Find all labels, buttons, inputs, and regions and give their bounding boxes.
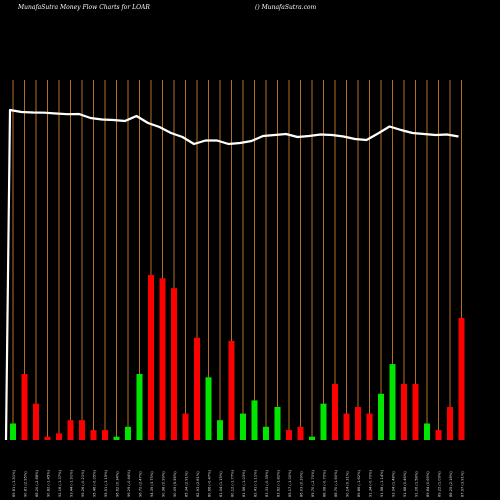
bar-38 xyxy=(447,407,453,440)
bar-0 xyxy=(10,423,16,440)
x-tick-label-3: 90.82 (-1.45%) xyxy=(47,469,51,497)
x-tick-label-13: 90.98 (0.99%) xyxy=(162,471,166,497)
bar-34 xyxy=(401,383,407,440)
money-flow-line xyxy=(4,108,459,441)
x-tick-label-10: 96.29 (-0.44%) xyxy=(127,469,131,497)
bar-11 xyxy=(136,374,143,440)
bar-7 xyxy=(90,430,97,440)
bar-13 xyxy=(159,278,166,440)
bar-18 xyxy=(217,420,223,440)
x-tick-label-21: 82.41 (-1.11%) xyxy=(254,469,258,497)
x-tick-label-26: 85.70 (-2.70%) xyxy=(311,469,315,497)
x-tick-label-28: 88.70 (-1.60%) xyxy=(334,469,338,497)
x-tick-label-27: 88.08 (-0.70%) xyxy=(323,469,327,497)
bar-4 xyxy=(56,433,62,440)
x-tick-label-34: 91.68 (0.46%) xyxy=(403,471,407,497)
bar-21 xyxy=(251,400,258,440)
bar-6 xyxy=(79,420,85,440)
x-tick-label-9: 96.62 (0.34%) xyxy=(116,471,120,497)
bar-37 xyxy=(435,430,442,440)
x-tick-label-8: 95.51 (-1.15%) xyxy=(104,469,108,497)
bar-31 xyxy=(366,413,373,440)
x-tick-label-30: 89.86 (-1.62%) xyxy=(357,469,361,497)
x-tick-label-12: 94.39 (3.75%) xyxy=(150,471,154,497)
bar-22 xyxy=(263,426,269,440)
x-tick-label-33: 93.04 (1.48%) xyxy=(392,471,396,497)
x-tick-label-0: 89.81 (-1.51%) xyxy=(12,469,16,497)
x-tick-label-20: 81.56 (-1.03%) xyxy=(242,469,246,497)
bar-35 xyxy=(412,383,419,440)
bar-39 xyxy=(458,317,465,440)
bar-9 xyxy=(113,436,120,440)
x-tick-label-36: 89.84 (0.69%) xyxy=(426,471,430,497)
bar-2 xyxy=(33,403,39,440)
x-tick-label-22: 83.33 (-0.35%) xyxy=(265,469,269,497)
x-tick-label-37: 89.22 (1.09%) xyxy=(438,471,442,497)
bar-15 xyxy=(182,413,189,440)
bar-8 xyxy=(102,430,108,440)
bar-28 xyxy=(332,383,338,440)
x-tick-label-35: 91.26 (1.58%) xyxy=(415,471,419,497)
x-tick-label-39: 87.97 (3.91%) xyxy=(461,471,465,497)
x-tick-label-38: 88.25 (2.18%) xyxy=(449,471,453,497)
bar-36 xyxy=(424,423,430,440)
x-tick-label-25: 86.03 (0.39%) xyxy=(300,471,304,497)
x-tick-label-19: 80.12 (-1.77%) xyxy=(231,469,235,497)
x-tick-label-1: 90.81 (2.95%) xyxy=(24,471,28,497)
bar-32 xyxy=(378,393,384,440)
x-tick-label-29: 90.14 (0.31%) xyxy=(346,471,350,497)
x-tick-label-16: 82.93 (2.81%) xyxy=(196,471,200,497)
bar-33 xyxy=(389,364,396,440)
bar-16 xyxy=(194,337,200,440)
bar-14 xyxy=(171,288,177,440)
chart-title: MunafaSutra Money Flow Charts for LOAR xyxy=(18,4,150,11)
x-tick-label-6: 95.26 (-0.21%) xyxy=(81,469,85,497)
bar-10 xyxy=(125,426,131,440)
x-tick-label-18: 81.04 (1.15%) xyxy=(219,471,223,497)
x-tick-label-14: 90.09 (5.56%) xyxy=(173,471,177,497)
x-tick-label-17: 80.66 (-0.47%) xyxy=(208,469,212,497)
x-tick-label-31: 91.34 (-0.70%) xyxy=(369,469,373,497)
x-tick-label-24: 85.17 (-1.00%) xyxy=(288,469,292,497)
site-credit: () MunafaSutra.com xyxy=(255,4,317,11)
x-tick-label-23: 83.62 (-1.82%) xyxy=(277,469,281,497)
bar-25 xyxy=(297,426,304,440)
x-tick-label-7: 95.46 (-0.05%) xyxy=(93,469,97,497)
bar-20 xyxy=(240,413,246,440)
bar-19 xyxy=(228,341,235,440)
bar-17 xyxy=(205,377,212,440)
bar-3 xyxy=(44,436,51,440)
bar-27 xyxy=(320,403,327,440)
bar-12 xyxy=(148,275,154,440)
x-tick-label-15: 85.34 (2.91%) xyxy=(185,471,189,497)
bar-24 xyxy=(286,430,292,440)
x-tick-label-5: 93.44 (-1.91%) xyxy=(70,469,74,497)
x-tick-label-4: 92.16 (-1.37%) xyxy=(58,469,62,497)
x-tick-label-11: 96.72 (2.47%) xyxy=(139,471,143,497)
x-tick-label-32: 91.98 (-1.14%) xyxy=(380,469,384,497)
bar-23 xyxy=(274,407,281,440)
bar-1 xyxy=(21,374,28,440)
bar-30 xyxy=(355,407,361,440)
bar-29 xyxy=(343,413,350,440)
bar-26 xyxy=(309,436,315,440)
x-tick-label-2: 88.20 (-2.88%) xyxy=(35,469,39,497)
bar-5 xyxy=(67,420,74,440)
